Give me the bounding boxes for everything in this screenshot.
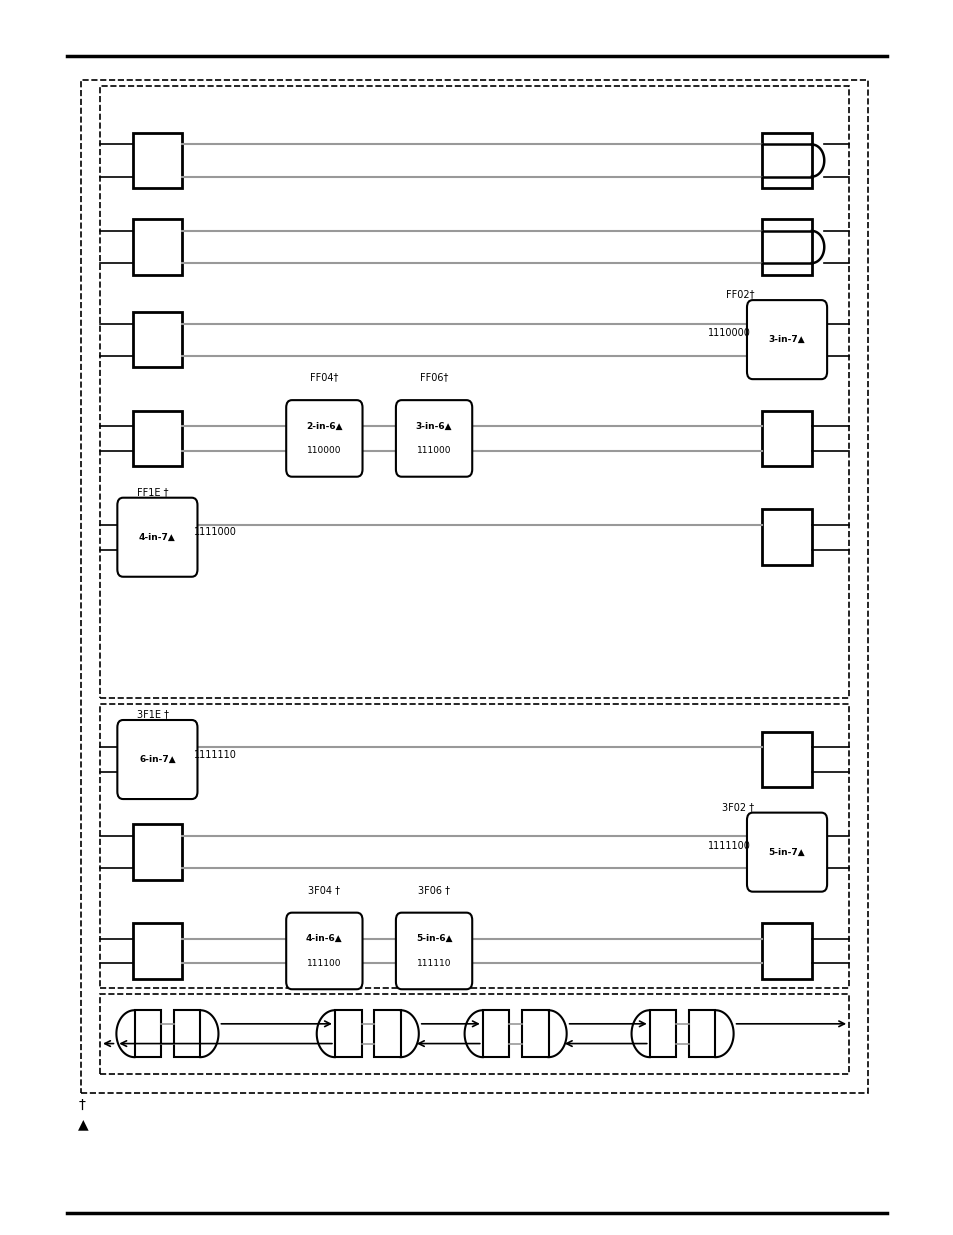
FancyBboxPatch shape (117, 720, 197, 799)
Bar (100, 704, 848, 988)
Text: 1111000: 1111000 (193, 527, 236, 537)
Bar (761, 219, 811, 274)
Text: 111000: 111000 (416, 446, 451, 456)
Text: 3-in-6▲: 3-in-6▲ (416, 421, 452, 431)
Text: 2-in-6▲: 2-in-6▲ (306, 421, 342, 431)
Text: FF1E †: FF1E † (137, 487, 169, 498)
Bar (688, 1010, 715, 1057)
Text: 1110000: 1110000 (707, 329, 750, 338)
Bar (134, 1010, 161, 1057)
Text: 5-in-7▲: 5-in-7▲ (768, 847, 804, 857)
Bar (132, 924, 182, 978)
Text: 111100: 111100 (307, 958, 341, 968)
Bar (761, 410, 811, 467)
Text: 1111100: 1111100 (707, 841, 750, 851)
Bar (649, 1010, 676, 1057)
FancyBboxPatch shape (286, 400, 362, 477)
Text: FF02†: FF02† (725, 289, 754, 300)
FancyBboxPatch shape (286, 913, 362, 989)
Bar (761, 731, 811, 788)
Bar (374, 1010, 400, 1057)
Bar (132, 312, 182, 368)
Text: 3F02 †: 3F02 † (721, 802, 754, 813)
Bar (100, 86, 848, 698)
Text: 110000: 110000 (307, 446, 341, 456)
Bar (132, 219, 182, 274)
FancyBboxPatch shape (395, 400, 472, 477)
Bar (132, 825, 182, 879)
Bar (294, 404, 354, 472)
Text: 4-in-6▲: 4-in-6▲ (306, 934, 342, 944)
Bar (335, 1010, 361, 1057)
Text: 3-in-7▲: 3-in-7▲ (768, 335, 804, 345)
Text: 1111110: 1111110 (193, 750, 236, 760)
Bar (81, 80, 867, 1093)
Text: ▲: ▲ (78, 1116, 89, 1131)
Text: 6-in-7▲: 6-in-7▲ (139, 755, 175, 764)
Text: 4-in-7▲: 4-in-7▲ (139, 532, 175, 542)
Text: FF06†: FF06† (419, 373, 448, 383)
Text: 3F04 †: 3F04 † (308, 885, 340, 895)
Text: †: † (78, 1098, 85, 1113)
Text: 111110: 111110 (416, 958, 451, 968)
Text: 5-in-6▲: 5-in-6▲ (416, 934, 452, 944)
Text: FF04†: FF04† (310, 373, 338, 383)
FancyBboxPatch shape (746, 300, 826, 379)
Bar (482, 1010, 509, 1057)
Bar (521, 1010, 548, 1057)
Bar (173, 1010, 200, 1057)
Text: 3F1E †: 3F1E † (137, 709, 170, 719)
Bar (404, 404, 463, 472)
Bar (761, 132, 811, 188)
Bar (100, 994, 848, 1074)
FancyBboxPatch shape (117, 498, 197, 577)
Bar (294, 916, 354, 986)
FancyBboxPatch shape (746, 813, 826, 892)
Bar (404, 916, 463, 986)
Bar (761, 509, 811, 566)
Bar (132, 132, 182, 188)
Bar (761, 924, 811, 978)
FancyBboxPatch shape (395, 913, 472, 989)
Text: 3F06 †: 3F06 † (417, 885, 450, 895)
Bar (132, 410, 182, 467)
